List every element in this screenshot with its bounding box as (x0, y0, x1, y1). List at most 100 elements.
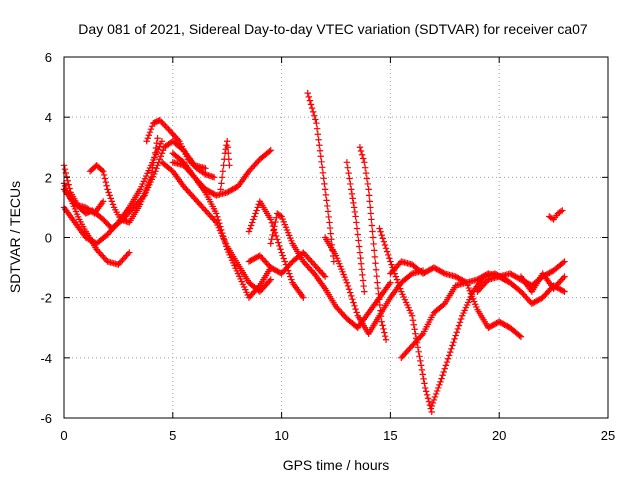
data-point (412, 330, 419, 337)
x-tick-label: 25 (601, 428, 615, 443)
data-point (417, 362, 425, 369)
data-point (438, 375, 445, 382)
x-tick-labels: 0 5 10 15 20 25 (60, 428, 615, 443)
data-point (106, 192, 113, 199)
data-point (357, 147, 365, 155)
data-point (286, 270, 293, 277)
data-point (190, 162, 198, 169)
data-point (61, 165, 69, 173)
data-point (189, 160, 196, 167)
data-point (213, 210, 220, 217)
data-point (326, 219, 333, 226)
data-point (124, 250, 132, 258)
data-point (445, 352, 453, 359)
series-trace-12 (245, 198, 307, 301)
data-point (359, 271, 366, 279)
data-point (321, 180, 328, 188)
data-point (280, 255, 287, 262)
data-point (163, 124, 171, 131)
data-point (362, 169, 370, 177)
data-point (145, 132, 153, 139)
data-point (101, 175, 109, 182)
data-point (447, 348, 454, 356)
data-point (267, 276, 274, 283)
data-point (387, 279, 394, 286)
data-point (156, 116, 163, 124)
series-trace-13 (267, 210, 394, 331)
data-point (345, 169, 352, 177)
y-tick-label: -6 (40, 411, 52, 426)
data-point (370, 240, 377, 248)
data-point (149, 164, 156, 171)
data-point (309, 108, 317, 116)
data-point (441, 365, 448, 372)
data-point (344, 282, 352, 290)
series-trace-17 (356, 144, 390, 343)
data-point (321, 186, 329, 193)
data-point (377, 307, 384, 314)
data-point (373, 272, 380, 280)
data-point (449, 342, 456, 349)
data-point (410, 321, 417, 328)
x-axis-label: GPS time / hours (283, 457, 390, 473)
data-point (418, 332, 425, 339)
data-point (452, 332, 459, 339)
data-point (382, 245, 390, 252)
data-point (162, 122, 169, 130)
data-point (320, 271, 327, 279)
data-point (352, 213, 359, 220)
x-tick-label: 20 (492, 428, 506, 443)
data-point (66, 185, 73, 192)
data-point (356, 144, 364, 151)
data-point (99, 198, 107, 205)
data-point (379, 322, 386, 329)
data-point (368, 216, 375, 223)
data-point (353, 309, 360, 316)
data-point (151, 149, 159, 157)
data-point (324, 202, 331, 210)
data-point (306, 97, 314, 104)
data-point (415, 348, 422, 356)
data-point (559, 287, 567, 295)
series-trace-19 (398, 279, 525, 362)
data-point (154, 135, 161, 142)
data-point (150, 159, 157, 166)
data-point (218, 226, 225, 234)
data-point (396, 285, 404, 292)
data-point (409, 317, 417, 324)
data-point (187, 159, 195, 166)
data-point (174, 136, 182, 143)
data-point (103, 182, 110, 189)
data-point (374, 279, 381, 286)
data-point (321, 273, 329, 280)
data-point (102, 178, 109, 186)
data-point (346, 289, 354, 296)
data-point (354, 231, 361, 238)
data-point (428, 408, 435, 416)
data-point (433, 387, 441, 395)
data-point (147, 126, 155, 133)
data-point (381, 329, 388, 336)
data-point (430, 396, 438, 404)
data-point (152, 144, 160, 152)
data-point (218, 174, 226, 181)
data-point (148, 122, 156, 130)
y-tick-label: -2 (40, 291, 52, 306)
series-trace-8 (169, 150, 274, 301)
data-point (376, 296, 383, 303)
data-point (153, 139, 160, 147)
data-point (379, 235, 386, 242)
data-point (268, 236, 275, 243)
data-point (349, 295, 356, 303)
data-point (371, 247, 378, 254)
data-point (322, 191, 330, 199)
data-point (287, 273, 294, 280)
data-point (217, 186, 224, 193)
data-point (393, 276, 401, 283)
series-trace-10 (217, 138, 233, 193)
data-point (104, 186, 111, 193)
data-point (371, 253, 379, 261)
data-point (226, 162, 233, 169)
data-point (358, 151, 366, 158)
data-point (420, 375, 427, 383)
